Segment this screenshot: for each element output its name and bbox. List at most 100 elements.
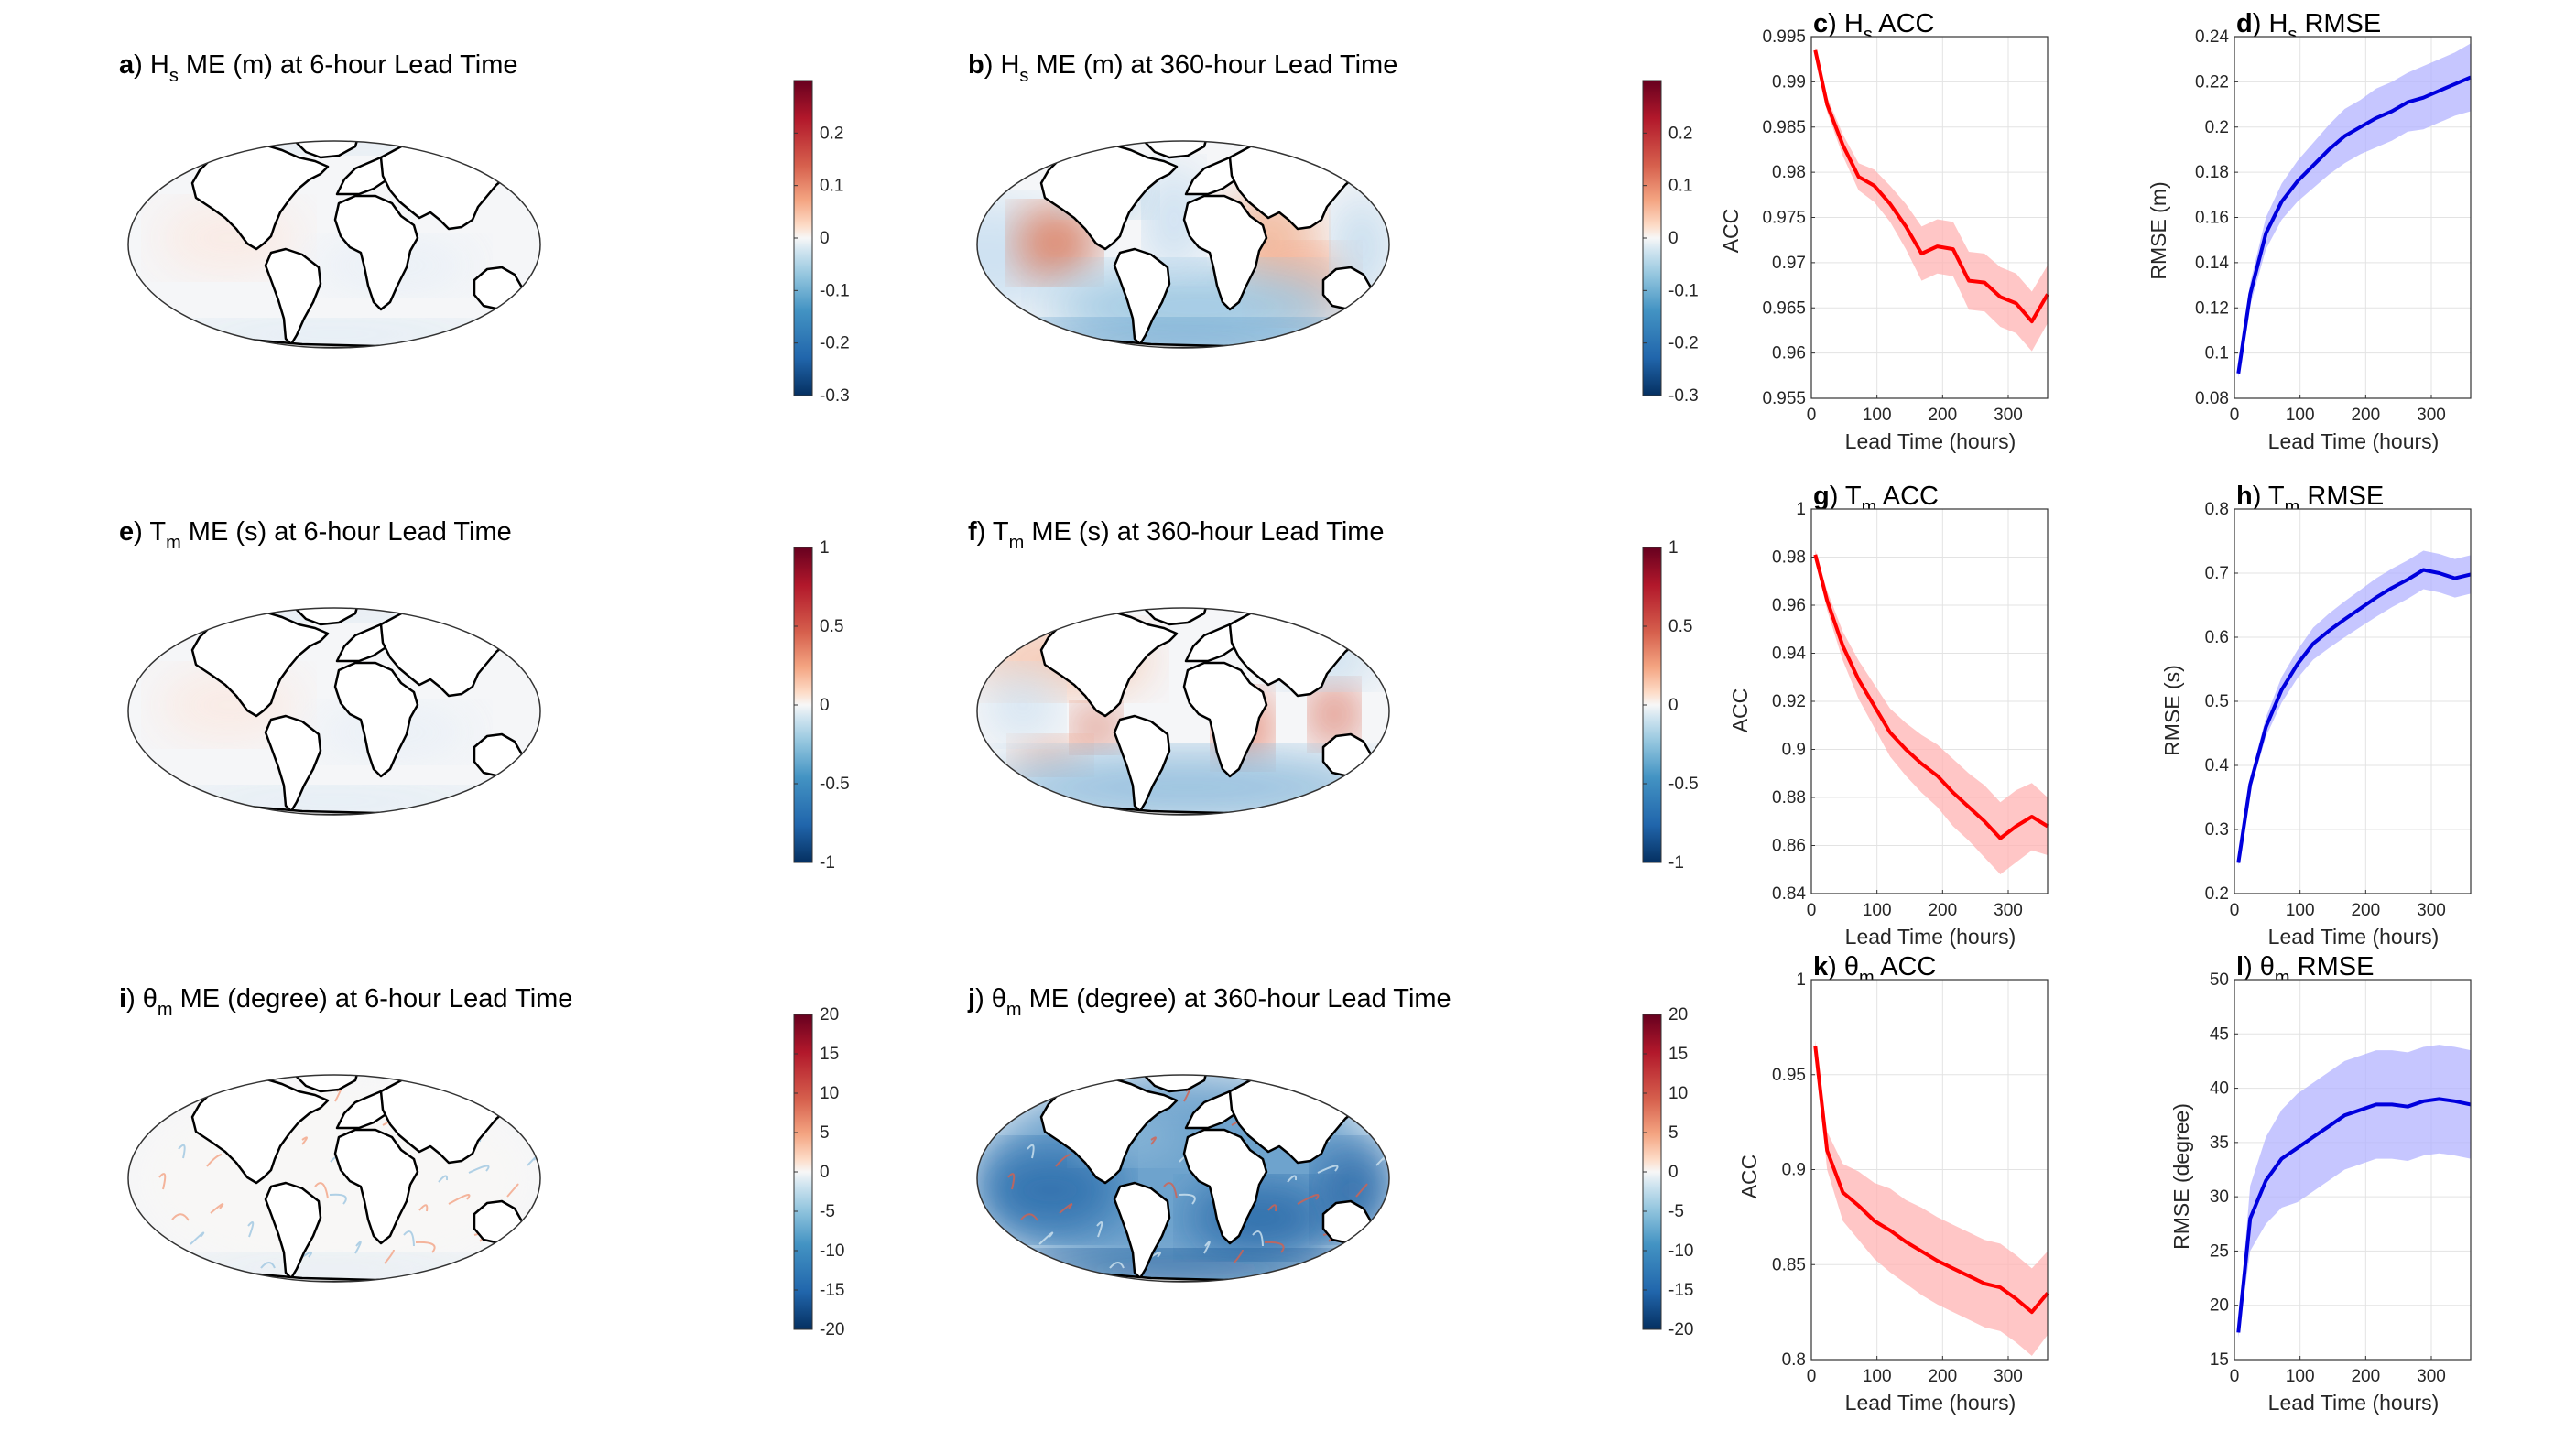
continent-gl <box>291 608 361 626</box>
title: c) Hs ACC <box>1813 9 1935 45</box>
continent-sa <box>1113 1181 1171 1280</box>
title-rest: ME (degree) at 6-hour Lead Time <box>173 984 573 1014</box>
title: h) Tm RMSE <box>2236 482 2384 517</box>
streak <box>1027 1144 1035 1159</box>
title-var: θ <box>1844 952 1859 981</box>
streak <box>1096 1221 1103 1238</box>
colorbar-tick-label: -0.3 <box>1668 386 1699 406</box>
map-border <box>976 1074 1390 1283</box>
streak <box>1001 1241 1018 1252</box>
streak <box>178 1144 186 1159</box>
streak <box>128 1075 141 1090</box>
streak <box>1059 1203 1073 1214</box>
title: g) Tm ACC <box>1813 482 1939 517</box>
continent-au <box>473 732 524 778</box>
anomaly-region <box>1073 705 1119 751</box>
y-tick-label: 0.97 <box>1772 254 1806 273</box>
continent-sa <box>264 714 322 813</box>
anomaly-region <box>986 668 1060 742</box>
title-rest: ME (m) at 360-hour Lead Time <box>1028 50 1397 80</box>
x-tick-label: 0 <box>1807 406 1817 425</box>
title: e) Tm ME (s) at 6-hour Lead Time <box>119 517 512 553</box>
x-tick-label: 0 <box>2230 901 2240 920</box>
colorbar-tick-label: 15 <box>820 1045 839 1064</box>
streak <box>527 1223 536 1231</box>
spread-band <box>2238 1045 2471 1339</box>
colorbar-tick-label: 0.1 <box>1668 177 1692 196</box>
x-axis-label: Lead Time (hours) <box>1845 1391 2016 1415</box>
y-tick-label: 0.08 <box>2195 389 2229 408</box>
spread-band <box>2238 43 2471 378</box>
streak <box>158 1173 167 1190</box>
y-tick-label: 0.16 <box>2195 209 2229 228</box>
title: i) θm ME (degree) at 6-hour Lead Time <box>119 984 572 1020</box>
y-tick-label: 0.2 <box>2205 118 2229 137</box>
x-tick-label: 300 <box>2417 1367 2446 1386</box>
streak <box>1252 1230 1264 1247</box>
title-sub: m <box>166 533 181 553</box>
axes-box <box>2234 36 2472 399</box>
colorbar-tick-label: -0.1 <box>1668 281 1699 300</box>
streak <box>1038 1231 1054 1245</box>
title: b) Hs ME (m) at 360-hour Lead Time <box>968 50 1397 86</box>
colorbar-tick-label: -5 <box>1668 1202 1684 1221</box>
y-tick-label: 0.98 <box>1772 548 1806 568</box>
colorbar-tick-label: -15 <box>820 1281 844 1300</box>
colorbar-tick-label: 5 <box>1668 1123 1679 1143</box>
colorbar-tick-label: 0 <box>1668 229 1679 248</box>
continent-au <box>1321 732 1373 778</box>
continent-gl <box>1140 141 1210 159</box>
title-sub: m <box>158 1000 173 1020</box>
continent-af <box>333 1128 419 1245</box>
streak <box>1356 1252 1364 1260</box>
colorbar-tick-label: 0.1 <box>820 177 843 196</box>
colorbar-tick-label: -5 <box>820 1202 835 1221</box>
y-tick-label: 0.88 <box>1772 788 1806 808</box>
line-panel-c: c) Hs ACC Lead Time (hours) ACC 0.955 0.9… <box>1719 9 2049 453</box>
y-tick-label: 0.4 <box>2205 756 2230 775</box>
y-tick-label: 0.22 <box>2195 72 2229 92</box>
panel-letter: i <box>119 984 126 1014</box>
streak <box>354 1241 362 1254</box>
spread-band <box>1815 1040 2048 1356</box>
map-panel-e: e) Tm ME (s) at 6-hour Lead Time 10.50-0… <box>119 517 850 873</box>
y-tick-label: 50 <box>2210 970 2229 990</box>
title-rest: ME (degree) at 360-hour Lead Time <box>1022 984 1451 1014</box>
anomaly-region <box>151 1254 517 1282</box>
x-tick-label: 100 <box>2286 406 2315 425</box>
continent-sa <box>264 247 322 346</box>
title: k) θm ACC <box>1813 952 1936 988</box>
y-tick-label: 40 <box>2210 1079 2229 1099</box>
axes-box <box>2234 508 2472 894</box>
title: a) Hs ME (m) at 6-hour Lead Time <box>119 50 518 86</box>
y-tick-label: 0.96 <box>1772 596 1806 615</box>
map-panel-a: a) Hs ME (m) at 6-hour Lead Time 0.2 0.1 0… <box>119 50 850 406</box>
series-line <box>1813 49 2049 324</box>
continent-au <box>1321 266 1373 311</box>
colorbar-tick-label: 15 <box>1668 1045 1688 1064</box>
continent-gl <box>1140 1075 1210 1093</box>
x-axis-label: Lead Time (hours) <box>2268 1391 2440 1415</box>
line-panel-g: g) Tm ACC Lead Time (hours) ACC 0.84 0.86… <box>1728 482 2049 949</box>
streak <box>520 1106 539 1119</box>
streak <box>1109 1262 1125 1269</box>
panel-letter: g <box>1813 482 1830 511</box>
x-tick-label: 300 <box>2417 406 2446 425</box>
colorbar-tick-label: 5 <box>820 1123 830 1143</box>
anomaly-region <box>1311 682 1357 746</box>
streak <box>301 1136 308 1145</box>
x-tick-label: 100 <box>2286 1367 2315 1386</box>
y-tick-label: 0.94 <box>1772 645 1806 664</box>
x-tick-label: 200 <box>1928 1367 1957 1386</box>
title-sub: s <box>1864 25 1873 45</box>
y-tick-label: 0.5 <box>2205 692 2229 711</box>
y-tick-label: 45 <box>2210 1024 2229 1044</box>
series-line <box>1813 1046 2049 1315</box>
y-axis-label: RMSE (m) <box>2147 181 2170 279</box>
anomaly-region <box>977 1144 1124 1236</box>
y-tick-label: 0.985 <box>1762 118 1806 137</box>
y-axis-label: ACC <box>1728 688 1752 733</box>
continent-sa <box>1113 247 1171 346</box>
y-tick-label: 0.14 <box>2195 254 2229 273</box>
